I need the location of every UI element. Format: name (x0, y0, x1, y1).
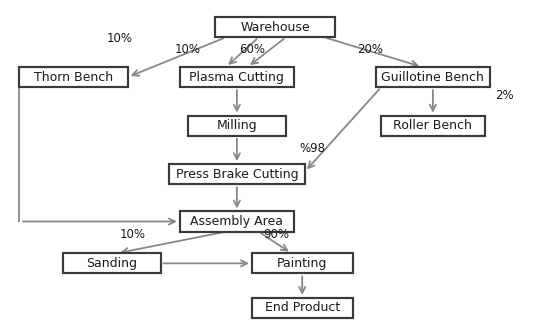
FancyBboxPatch shape (215, 17, 335, 37)
FancyBboxPatch shape (188, 116, 286, 136)
FancyBboxPatch shape (376, 67, 490, 87)
Text: Roller Bench: Roller Bench (393, 119, 472, 132)
Text: Thorn Bench: Thorn Bench (34, 71, 113, 83)
Text: 90%: 90% (263, 228, 289, 241)
Text: 60%: 60% (240, 43, 266, 56)
Text: 2%: 2% (496, 89, 514, 102)
Text: Assembly Area: Assembly Area (190, 215, 283, 228)
FancyBboxPatch shape (381, 116, 485, 136)
FancyBboxPatch shape (169, 164, 305, 184)
Text: 10%: 10% (174, 43, 200, 56)
FancyBboxPatch shape (180, 211, 294, 231)
Text: 10%: 10% (120, 228, 146, 241)
Text: 10%: 10% (106, 32, 132, 45)
FancyBboxPatch shape (180, 67, 294, 87)
Text: Painting: Painting (277, 257, 327, 270)
FancyBboxPatch shape (19, 67, 128, 87)
Text: Press Brake Cutting: Press Brake Cutting (175, 168, 298, 181)
FancyBboxPatch shape (252, 298, 353, 318)
Text: Plasma Cutting: Plasma Cutting (189, 71, 284, 83)
Text: Warehouse: Warehouse (240, 20, 310, 34)
FancyBboxPatch shape (63, 253, 161, 273)
Text: End Product: End Product (265, 302, 340, 315)
FancyBboxPatch shape (252, 253, 353, 273)
Text: Sanding: Sanding (86, 257, 137, 270)
Text: 20%: 20% (356, 43, 383, 56)
Text: Milling: Milling (217, 119, 257, 132)
Text: Guillotine Bench: Guillotine Bench (382, 71, 485, 83)
Text: %98: %98 (300, 142, 326, 155)
